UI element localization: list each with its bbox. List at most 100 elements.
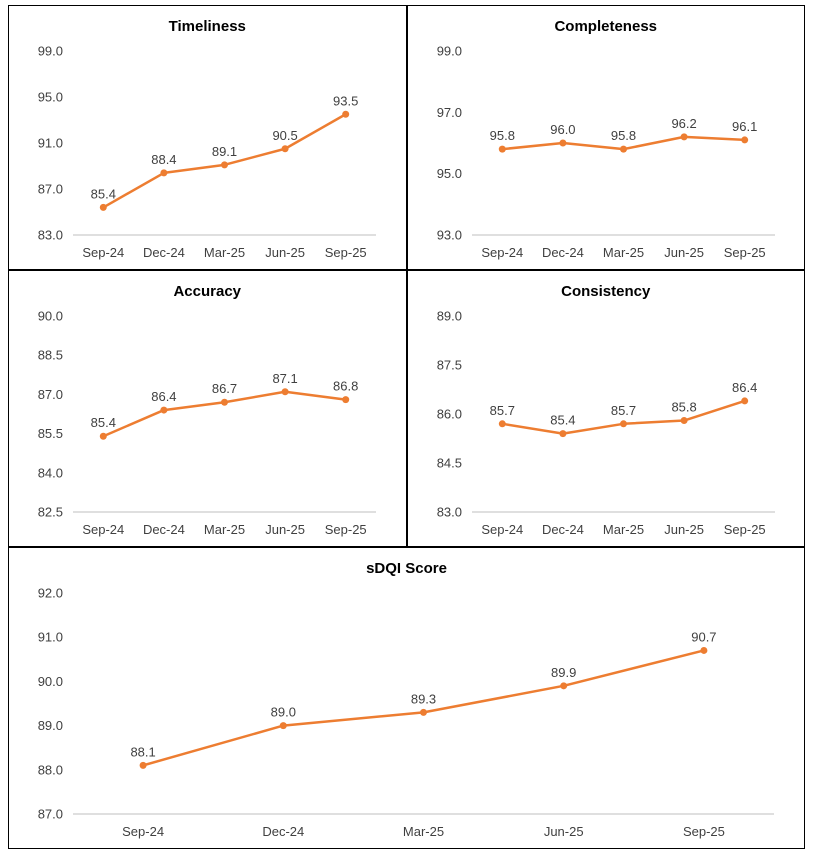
data-label: 90.7: [691, 629, 716, 644]
data-label: 85.7: [610, 403, 635, 418]
x-tick-label: Dec-24: [541, 522, 583, 537]
y-tick-label: 97.0: [436, 105, 461, 120]
data-point: [498, 145, 506, 153]
x-tick-label: Mar-25: [602, 245, 643, 260]
x-tick-label: Sep-25: [683, 824, 725, 839]
data-point: [558, 139, 566, 147]
data-label: 89.9: [551, 665, 576, 680]
data-label: 87.1: [272, 371, 297, 386]
y-tick-label: 84.0: [38, 465, 63, 480]
data-label: 85.4: [550, 413, 575, 428]
data-point: [560, 682, 568, 690]
x-tick-label: Mar-25: [602, 522, 643, 537]
x-tick-label: Sep-25: [325, 522, 367, 537]
data-label: 88.1: [130, 744, 155, 759]
chart-canvas: 87.0 88.0 89.0 90.0 91.0 92.0 Sep-24 Dec-24 Mar-…: [38, 586, 774, 839]
data-label: 89.3: [411, 691, 436, 706]
data-label: 85.4: [91, 186, 116, 201]
y-tick-label: 84.5: [436, 456, 461, 471]
y-tick-label: 83.0: [436, 505, 461, 520]
data-label: 93.5: [333, 93, 358, 108]
data-label: 85.4: [91, 415, 116, 430]
x-tick-label: Jun-25: [544, 824, 584, 839]
data-label: 96.1: [732, 119, 757, 134]
chart-plot-area-accuracy: 82.5 84.0 85.5 87.0 88.5 90.0 Sep-24 Dec-24 Mar-…: [9, 300, 406, 546]
y-tick-label: 87.0: [38, 807, 63, 822]
data-label: 96.2: [671, 116, 696, 131]
y-tick-label: 91.0: [38, 630, 63, 645]
data-label: 86.7: [212, 381, 237, 396]
data-point: [740, 397, 748, 405]
data-point: [160, 169, 168, 177]
dqi-dashboard: Timeliness 83.0 87.0 91.0 95.0 99.0 Sep-24 Dec…: [8, 5, 805, 849]
x-tick-label: Mar-25: [204, 245, 245, 260]
data-label: 88.4: [151, 152, 176, 167]
y-tick-label: 82.5: [38, 505, 63, 520]
y-tick-label: 91.0: [38, 136, 63, 151]
data-point: [619, 420, 627, 428]
y-tick-label: 99.0: [38, 44, 63, 59]
x-tick-label: Sep-24: [481, 522, 523, 537]
chart-title-timeliness: Timeliness: [168, 18, 246, 35]
data-point: [221, 398, 228, 406]
y-tick-label: 89.0: [436, 309, 461, 324]
chart-title-accuracy: Accuracy: [173, 283, 242, 300]
chart-plot-area-sdqi-score: 87.0 88.0 89.0 90.0 91.0 92.0 Sep-24 Dec-24 Mar-…: [9, 577, 804, 848]
chart-title-consistency: Consistency: [561, 283, 651, 300]
y-tick-label: 88.5: [38, 348, 63, 363]
chart-canvas: 83.0 87.0 91.0 95.0 99.0 Sep-24 Dec-24 Mar-25 Ju…: [38, 44, 376, 260]
y-tick-label: 83.0: [38, 228, 63, 243]
chart-plot-area-consistency: 83.0 84.5 86.0 87.5 89.0 Sep-24 Dec-24 Mar-25 Ju…: [408, 300, 805, 546]
data-point: [680, 417, 688, 425]
x-tick-label: Dec-24: [143, 245, 185, 260]
series-line: [102, 390, 347, 438]
data-label: 85.7: [489, 403, 514, 418]
x-tick-label: Sep-24: [481, 245, 523, 260]
data-point: [160, 406, 168, 414]
chart-panel-accuracy: Accuracy 82.5 84.0 85.5 87.0 88.5 90.0 Sep-24 D…: [8, 270, 407, 547]
x-tick-label: Jun-25: [664, 245, 704, 260]
y-tick-label: 87.0: [38, 182, 63, 197]
data-label: 90.5: [272, 128, 297, 143]
data-point: [281, 388, 289, 396]
y-tick-label: 90.0: [38, 674, 63, 689]
data-point: [99, 432, 107, 440]
y-tick-label: 87.0: [38, 387, 63, 402]
data-point: [740, 136, 748, 144]
data-label: 86.4: [732, 380, 757, 395]
data-label: 95.8: [489, 128, 514, 143]
chart-panel-timeliness: Timeliness 83.0 87.0 91.0 95.0 99.0 Sep-24 Dec…: [8, 5, 407, 270]
chart-panel-completeness: Completeness 93.0 95.0 97.0 99.0 Sep-24 Dec-2…: [406, 5, 805, 270]
y-tick-label: 85.5: [38, 426, 63, 441]
data-label: 89.1: [212, 144, 237, 159]
y-tick-label: 87.5: [436, 358, 461, 373]
data-point: [139, 761, 147, 769]
data-label: 86.8: [333, 379, 358, 394]
y-tick-label: 86.0: [436, 407, 461, 422]
y-tick-label: 92.0: [38, 586, 63, 601]
chart-title-sdqi-score: sDQI Score: [366, 560, 447, 577]
y-tick-label: 88.0: [38, 762, 63, 777]
x-tick-label: Sep-25: [723, 522, 765, 537]
chart-canvas: 83.0 84.5 86.0 87.5 89.0 Sep-24 Dec-24 Mar-25 Ju…: [436, 309, 775, 537]
data-point: [680, 133, 688, 141]
data-point: [619, 145, 627, 153]
series-line: [141, 649, 706, 767]
chart-plot-area-timeliness: 83.0 87.0 91.0 95.0 99.0 Sep-24 Dec-24 Mar-25 Ju…: [9, 35, 406, 269]
data-point: [279, 722, 287, 730]
data-point: [342, 396, 350, 404]
y-tick-label: 95.0: [38, 90, 63, 105]
chart-panel-consistency: Consistency 83.0 84.5 86.0 87.5 89.0 Sep-24 De…: [406, 270, 805, 547]
data-point: [558, 430, 566, 438]
x-tick-label: Jun-25: [664, 522, 704, 537]
data-label: 95.8: [610, 128, 635, 143]
chart-title-completeness: Completeness: [554, 18, 658, 35]
data-label: 89.0: [271, 705, 296, 720]
data-point: [99, 203, 107, 211]
chart-plot-area-completeness: 93.0 95.0 97.0 99.0 Sep-24 Dec-24 Mar-25 Jun-25…: [408, 35, 805, 269]
x-tick-label: Jun-25: [265, 245, 305, 260]
x-tick-label: Dec-24: [541, 245, 583, 260]
x-tick-label: Sep-25: [325, 245, 367, 260]
y-tick-label: 93.0: [436, 228, 461, 243]
data-point: [221, 161, 228, 169]
